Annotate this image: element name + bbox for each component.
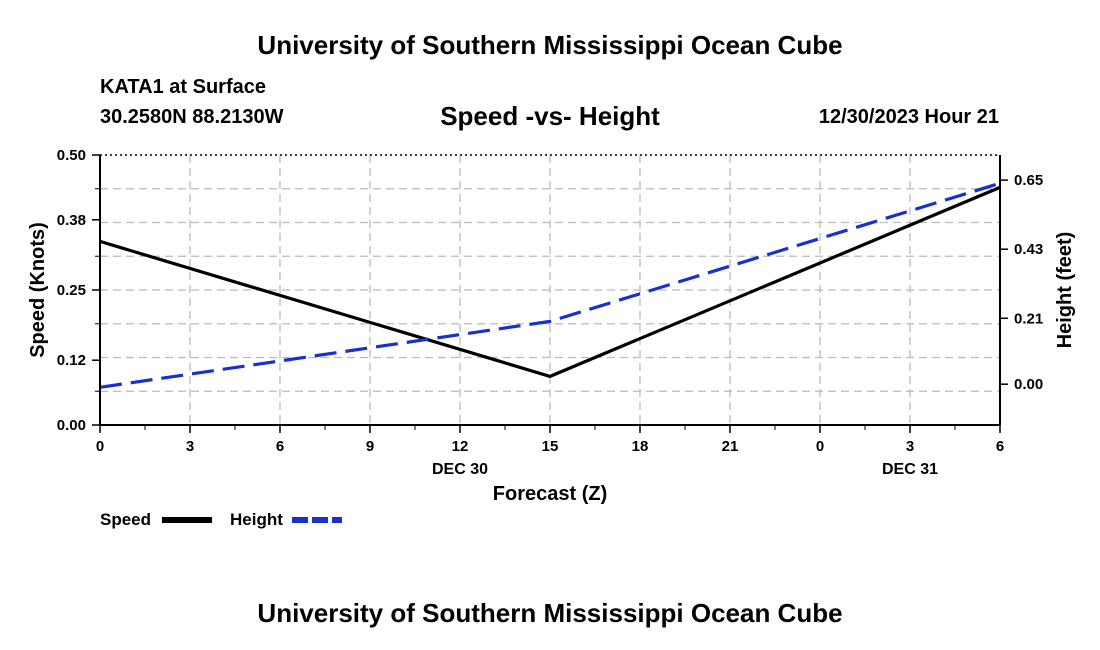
x-tick-label: 3 — [906, 438, 914, 455]
y2-tick-label: 0.00 — [1014, 376, 1043, 393]
x-tick-label: 6 — [276, 438, 284, 455]
y-tick-label: 0.25 — [57, 282, 86, 299]
y2-tick-label: 0.65 — [1014, 172, 1043, 189]
page-title: University of Southern Mississippi Ocean… — [257, 30, 843, 60]
x-tick-label: 9 — [366, 438, 374, 455]
series-line-speed — [99, 185, 1001, 379]
date-hour-label: 12/30/2023 Hour 21 — [818, 106, 999, 128]
coordinates-label: 30.2580N 88.2130W — [100, 106, 284, 128]
date-label: DEC 30 — [432, 461, 488, 478]
y2-axis-title: Height (feet) — [1054, 232, 1076, 349]
x-tick-label: 15 — [542, 438, 559, 455]
y-tick-label: 0.50 — [57, 147, 86, 164]
footer-title: University of Southern Mississippi Ocean… — [257, 598, 843, 628]
legend-height-label: Height — [230, 510, 283, 529]
y2-tick-label: 0.43 — [1014, 241, 1043, 258]
x-tick-label: 18 — [632, 438, 649, 455]
x-tick-label: 6 — [996, 438, 1004, 455]
legend-speed-label: Speed — [100, 510, 152, 529]
y2-tick-label: 0.21 — [1014, 310, 1043, 327]
y-tick-label: 0.38 — [57, 212, 86, 229]
y-axis-title: Speed (Knots) — [27, 222, 49, 358]
y-tick-label: 0.12 — [57, 352, 86, 369]
x-tick-label: 0 — [816, 438, 824, 455]
chart-title: Speed -vs- Height — [440, 101, 660, 131]
station-label: KATA1 at Surface — [100, 76, 266, 98]
date-label: DEC 31 — [882, 461, 938, 478]
x-tick-label: 12 — [452, 438, 469, 455]
y-tick-label: 0.00 — [57, 417, 86, 434]
series-line-height — [99, 181, 1001, 389]
x-tick-label: 0 — [96, 438, 104, 455]
x-axis-title: Forecast (Z) — [493, 483, 607, 505]
x-tick-label: 21 — [722, 438, 739, 455]
x-tick-label: 3 — [186, 438, 194, 455]
